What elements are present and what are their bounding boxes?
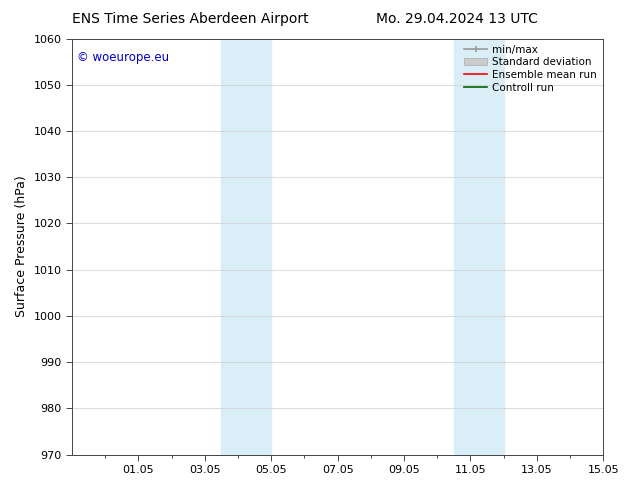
Legend: min/max, Standard deviation, Ensemble mean run, Controll run: min/max, Standard deviation, Ensemble me…: [460, 41, 601, 97]
Text: ENS Time Series Aberdeen Airport: ENS Time Series Aberdeen Airport: [72, 12, 309, 26]
Bar: [454, 39, 503, 455]
Text: Mo. 29.04.2024 13 UTC: Mo. 29.04.2024 13 UTC: [375, 12, 538, 26]
Y-axis label: Surface Pressure (hPa): Surface Pressure (hPa): [15, 176, 28, 318]
Bar: [221, 39, 271, 455]
Text: © woeurope.eu: © woeurope.eu: [77, 51, 169, 64]
